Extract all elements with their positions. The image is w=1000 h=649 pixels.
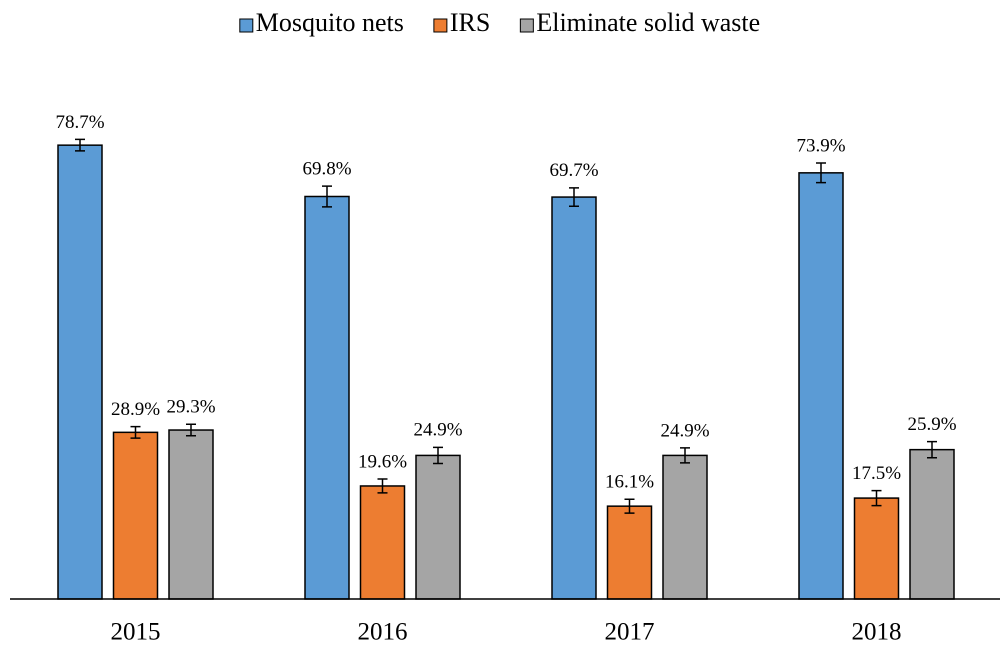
error-bar [816, 162, 826, 184]
value-label: 69.7% [549, 160, 598, 181]
error-bar [322, 185, 332, 208]
value-label: 29.3% [166, 397, 215, 418]
value-label: 16.1% [605, 472, 654, 493]
bar [57, 144, 103, 600]
error-bar [186, 423, 196, 437]
legend-swatch [239, 18, 254, 33]
error-bar [569, 187, 579, 208]
x-tick-label: 2018 [852, 619, 902, 646]
legend-label: Mosquito nets [256, 8, 404, 37]
bar [304, 195, 350, 600]
bar [909, 448, 955, 600]
bar [551, 196, 597, 600]
bar [606, 505, 653, 600]
x-tick-label: 2015 [111, 619, 161, 646]
bar [662, 454, 708, 600]
value-label: 19.6% [358, 451, 407, 472]
value-label: 73.9% [796, 135, 845, 156]
legend-swatch [433, 18, 448, 33]
value-label: 78.7% [55, 112, 104, 133]
bar [415, 454, 461, 600]
x-tick-label: 2017 [605, 619, 655, 646]
error-bar [75, 138, 85, 152]
value-label: 69.8% [302, 158, 351, 179]
error-bar [624, 498, 635, 514]
bar [168, 429, 214, 600]
error-bar [377, 478, 388, 494]
value-label: 25.9% [907, 414, 956, 435]
bar [359, 485, 406, 600]
value-label: 24.9% [413, 420, 462, 441]
value-label: 24.9% [660, 420, 709, 441]
legend-label: Eliminate solid waste [536, 8, 760, 37]
error-bar [680, 447, 690, 464]
error-bar [433, 446, 443, 465]
value-label: 28.9% [111, 399, 160, 420]
legend-swatch [519, 18, 534, 33]
x-tick-label: 2016 [358, 619, 408, 646]
error-bar [927, 440, 937, 459]
legend-label: IRS [450, 8, 490, 37]
error-bar [130, 425, 141, 439]
bar [798, 172, 844, 600]
bar [853, 497, 900, 600]
error-bar [871, 489, 882, 507]
bar [112, 431, 159, 600]
value-label: 17.5% [852, 463, 901, 484]
